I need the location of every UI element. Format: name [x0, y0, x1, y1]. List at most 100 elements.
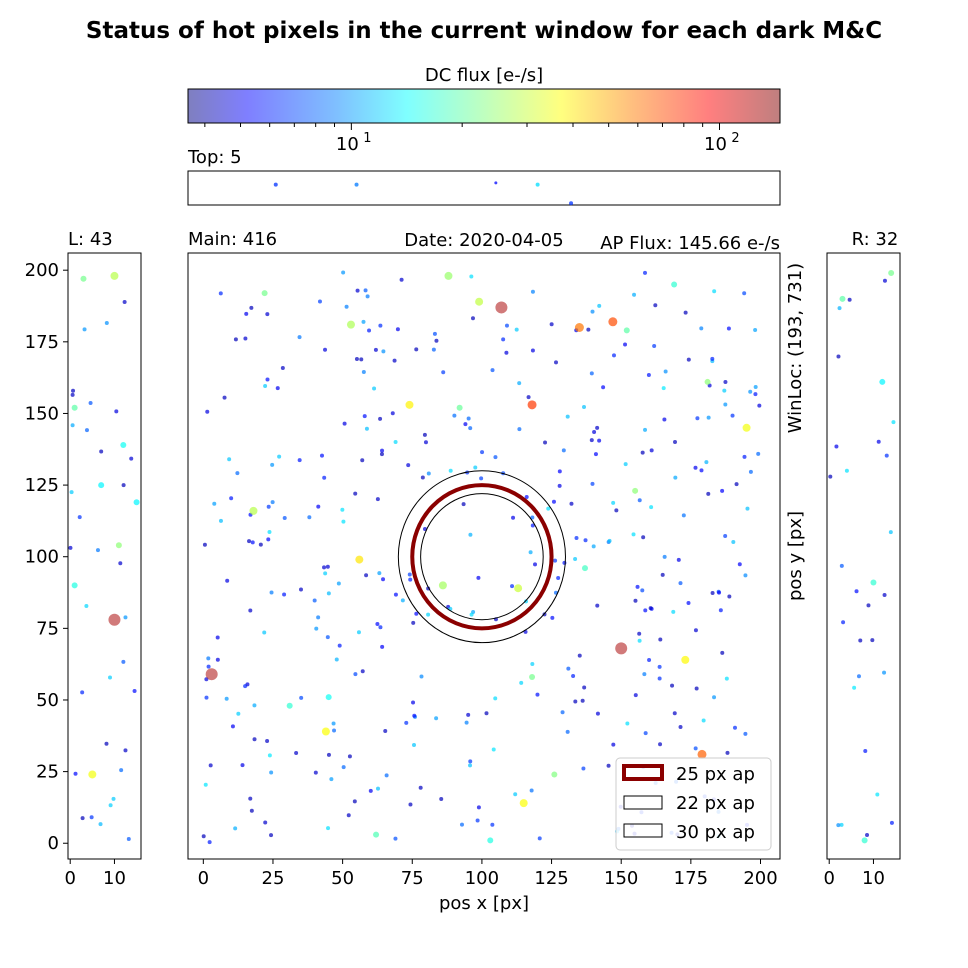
hot-pixel	[694, 686, 699, 691]
hot-pixel	[553, 558, 558, 563]
hot-pixel	[742, 291, 747, 296]
top-panel-label: Top: 5	[187, 147, 242, 168]
hot-pixel	[593, 452, 598, 457]
chart-title: Status of hot pixels in the current wind…	[86, 18, 882, 44]
hot-pixel	[581, 766, 586, 771]
hot-pixel	[566, 666, 571, 671]
hot-pixel	[202, 542, 207, 547]
hot-pixel	[341, 519, 346, 524]
hot-pixel	[258, 542, 263, 547]
hot-pixel	[530, 348, 535, 353]
legend-label-22: 22 px ap	[676, 793, 755, 814]
hot-pixel-bright	[249, 506, 258, 515]
hot-pixel	[640, 450, 645, 455]
hot-pixel	[637, 498, 642, 503]
hot-pixel	[550, 615, 555, 620]
hot-pixel	[265, 377, 270, 382]
hot-pixel	[323, 347, 328, 352]
legend-swatch-30	[623, 823, 663, 838]
y-tick-label: 200	[25, 260, 59, 281]
hot-pixel	[354, 182, 359, 187]
hot-pixel	[322, 475, 327, 480]
hot-pixel	[299, 695, 304, 700]
hot-pixel	[884, 453, 889, 458]
hot-pixel	[601, 385, 606, 390]
hot-pixel	[573, 557, 578, 562]
hot-pixel-bright	[120, 441, 127, 448]
hot-pixel	[533, 562, 538, 567]
hot-pixel	[725, 750, 730, 755]
hot-pixel-bright	[286, 702, 293, 709]
hot-pixel	[678, 725, 683, 730]
hot-pixel	[118, 561, 123, 566]
hot-pixel	[273, 182, 278, 187]
hot-pixel	[375, 497, 380, 502]
hot-pixel	[577, 653, 582, 658]
hot-pixel	[633, 693, 638, 698]
top-panel-points	[273, 181, 574, 206]
hot-pixel	[652, 343, 657, 348]
hot-pixel-bright	[697, 749, 707, 759]
hot-pixel	[393, 439, 398, 444]
hot-pixel	[270, 462, 275, 467]
hot-pixel	[361, 369, 366, 374]
hot-pixel	[686, 600, 691, 605]
hot-pixel	[466, 416, 471, 421]
hot-pixel	[123, 615, 128, 620]
hot-pixel	[434, 716, 439, 721]
hot-pixel	[513, 792, 518, 797]
hot-pixel	[426, 471, 431, 476]
hot-pixel	[493, 696, 498, 701]
x-tick-label: 75	[401, 868, 424, 889]
hot-pixel	[614, 508, 619, 513]
hot-pixel-bright	[870, 579, 877, 586]
hot-pixel	[84, 428, 89, 433]
hot-pixel	[662, 417, 667, 422]
hot-pixel	[753, 392, 758, 397]
x-tick-label: 0	[198, 868, 209, 889]
hot-pixel	[490, 822, 495, 827]
hot-pixel-bright	[80, 275, 87, 282]
hot-pixel	[342, 421, 347, 426]
hot-pixel	[517, 381, 522, 386]
hot-pixel-bright	[88, 770, 97, 779]
hot-pixel	[378, 323, 383, 328]
hot-pixel	[891, 420, 896, 425]
hot-pixel	[524, 494, 529, 499]
hot-pixel	[419, 674, 424, 679]
hot-pixel	[459, 822, 464, 827]
hot-pixel	[277, 454, 282, 459]
hot-pixel	[753, 328, 758, 333]
hot-pixel-bright	[839, 295, 846, 302]
side-x-tick-label: 0	[64, 868, 75, 889]
right-panel-label: R: 32	[852, 229, 899, 250]
ap-flux-label: AP Flux: 145.66 e-/s	[600, 233, 780, 254]
hot-pixel	[346, 813, 351, 818]
hot-pixel	[355, 288, 360, 293]
hot-pixel	[504, 350, 509, 355]
hot-pixel	[230, 724, 235, 729]
hot-pixel-bright	[444, 271, 453, 280]
hot-pixel	[681, 513, 686, 518]
hot-pixel	[633, 598, 638, 603]
hot-pixel	[742, 454, 747, 459]
hot-pixel	[647, 657, 652, 662]
hot-pixel	[108, 803, 113, 808]
hot-pixel	[344, 304, 349, 309]
hot-pixel	[589, 371, 594, 376]
hot-pixel	[294, 750, 299, 755]
hot-pixel	[225, 578, 230, 583]
hot-pixel	[222, 395, 227, 400]
hot-pixel	[706, 415, 711, 420]
hot-pixel	[663, 369, 668, 374]
hot-pixel	[731, 540, 736, 545]
hot-pixel	[582, 404, 587, 409]
hot-pixel-bright	[623, 327, 630, 334]
hot-pixel-bright	[608, 317, 618, 327]
hot-pixel-bright	[205, 668, 218, 681]
aperture-22px	[420, 493, 544, 621]
hot-pixel-bright	[108, 613, 121, 626]
hot-pixel	[265, 738, 270, 743]
hot-pixel	[395, 327, 400, 332]
